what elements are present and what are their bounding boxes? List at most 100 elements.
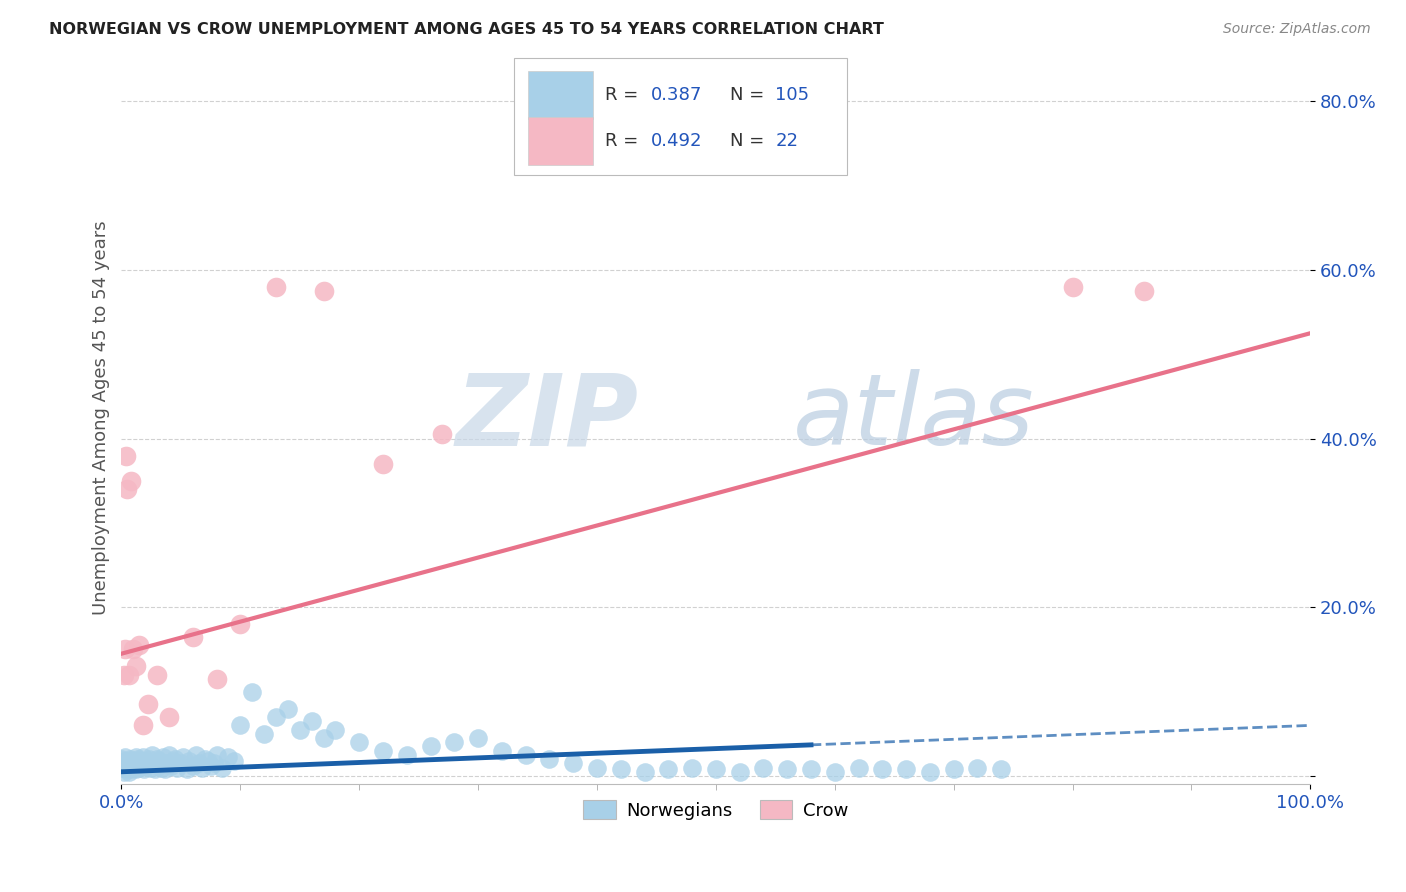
Point [443,735,465,749]
Point [136,698,159,712]
Point [170,756,193,771]
Point [114,750,136,764]
Text: NORWEGIAN VS CROW UNEMPLOYMENT AMONG AGES 45 TO 54 YEARS CORRELATION CHART: NORWEGIAN VS CROW UNEMPLOYMENT AMONG AGE… [49,22,884,37]
Point [205,672,228,686]
Point [217,750,239,764]
Point [127,752,149,766]
Point [132,750,155,764]
Point [728,764,751,779]
Point [197,754,219,768]
Point [966,760,988,774]
Point [166,760,188,774]
Point [704,762,727,776]
Point [146,752,169,766]
Point [467,731,489,745]
Point [117,754,139,768]
Point [122,756,145,771]
Point [1133,284,1156,298]
Point [347,735,370,749]
Point [163,752,186,766]
Point [125,756,148,771]
Point [118,752,141,766]
Point [120,474,142,488]
Point [122,642,145,657]
Point [176,762,198,776]
Point [150,760,173,774]
Text: 105: 105 [775,86,810,103]
Point [117,482,139,496]
Point [586,760,609,774]
Point [277,701,299,715]
Point [240,684,263,698]
Text: Source: ZipAtlas.com: Source: ZipAtlas.com [1223,22,1371,37]
Point [800,762,823,776]
Text: 22: 22 [775,132,799,150]
Point [253,727,276,741]
Point [371,744,394,758]
Text: 0.492: 0.492 [651,132,702,150]
Point [162,754,184,768]
Point [117,764,139,779]
Point [187,756,209,771]
Point [112,667,135,681]
Point [111,760,134,774]
Point [128,754,150,768]
Point [312,731,335,745]
Point [191,760,214,774]
Point [157,747,180,762]
Text: ZIP: ZIP [456,369,638,466]
Point [138,752,160,766]
Point [432,427,454,442]
Point [301,714,323,728]
Point [824,764,846,779]
Point [148,754,170,768]
Point [515,747,537,762]
Point [143,762,166,776]
Text: R =: R = [606,132,644,150]
Point [124,760,146,774]
Point [633,764,655,779]
Point [152,750,174,764]
Point [194,752,217,766]
Point [288,723,311,737]
Point [395,747,418,762]
Point [120,756,142,771]
Point [125,750,148,764]
Point [312,284,335,298]
Point [142,756,165,771]
Point [181,630,204,644]
Point [129,759,152,773]
Point [264,280,287,294]
Point [224,754,246,768]
Text: N =: N = [730,132,770,150]
Point [610,762,633,776]
Point [148,759,170,773]
Point [990,762,1012,776]
Point [132,718,155,732]
Point [114,759,136,773]
Point [419,739,441,754]
Point [136,756,159,771]
Point [117,760,139,774]
Text: R =: R = [606,86,644,103]
Point [111,756,134,771]
Point [229,718,252,732]
Point [117,756,139,771]
Point [118,760,141,774]
Point [128,760,150,774]
Point [205,747,228,762]
Point [128,638,150,652]
Point [918,764,941,779]
Point [942,762,965,776]
Point [156,756,179,771]
Text: 0.387: 0.387 [651,86,702,103]
Point [538,752,561,766]
Point [135,759,157,773]
Point [186,747,208,762]
Point [371,457,394,471]
Point [211,760,233,774]
Point [112,764,135,779]
Point [141,760,163,774]
Point [491,744,513,758]
Legend: Norwegians, Crow: Norwegians, Crow [576,793,856,827]
